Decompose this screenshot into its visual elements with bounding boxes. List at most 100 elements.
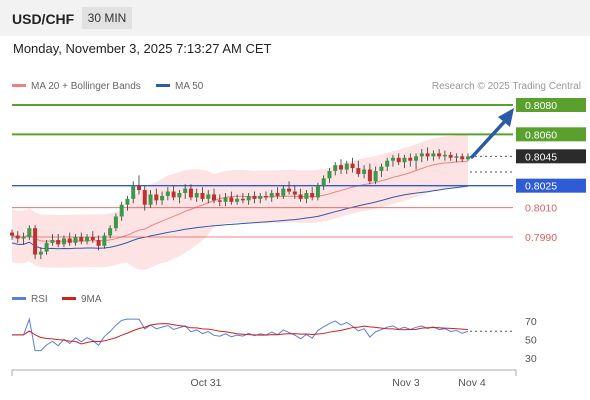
candle-body xyxy=(44,242,49,252)
candle-body xyxy=(466,156,470,160)
candle-body xyxy=(177,193,182,198)
candle-body xyxy=(85,237,90,242)
timestamp: Monday, November 3, 2025 7:13:27 AM CET xyxy=(13,41,272,56)
candle-body xyxy=(142,190,147,205)
legend-rsi: RSI xyxy=(12,294,48,305)
candle-body xyxy=(15,235,20,239)
candle-body xyxy=(33,228,38,255)
candle-body xyxy=(419,153,424,157)
level-label-0.8080: 0.8080 xyxy=(525,100,557,112)
candle-body xyxy=(67,238,72,243)
candle-body xyxy=(246,195,251,201)
candle-body xyxy=(38,251,43,255)
legend-rsi-ma-label: 9MA xyxy=(81,294,102,305)
candle-body xyxy=(61,238,66,245)
rsi-ma-swatch xyxy=(62,296,76,300)
candle-body xyxy=(240,198,245,201)
forecast-arrow-shaft xyxy=(470,118,508,159)
level-tag-0.8080 xyxy=(516,98,586,112)
candle-body xyxy=(96,239,101,246)
candle-body xyxy=(339,165,344,170)
legend-rsi-label: RSI xyxy=(31,294,48,305)
rsi-tick-50: 50 xyxy=(525,335,537,347)
rsi-swatch xyxy=(12,296,26,300)
candle-body xyxy=(437,153,442,157)
candle-body xyxy=(263,195,268,198)
candle-body xyxy=(165,191,170,196)
candle-body xyxy=(148,194,153,205)
candle-body xyxy=(258,195,263,199)
candle-body xyxy=(333,165,338,171)
candle-body xyxy=(217,200,222,202)
x-tick-nov-4: Nov 4 xyxy=(458,377,486,389)
candle-body xyxy=(442,154,447,157)
candle-body xyxy=(160,195,165,201)
candle-body xyxy=(102,235,107,246)
candle-body xyxy=(385,160,390,167)
x-tick-oct-31: Oct 31 xyxy=(191,377,222,389)
candle-body xyxy=(292,191,297,195)
candle-body xyxy=(390,157,395,161)
candle-body xyxy=(408,157,413,161)
legend-bollinger-label: MA 20 + Bollinger Bands xyxy=(31,81,141,92)
forecast-arrow-head xyxy=(498,108,514,127)
candle-body xyxy=(206,194,211,199)
candle-body xyxy=(350,163,355,169)
candle-body xyxy=(212,194,217,201)
bollinger-band-fill xyxy=(12,134,468,270)
candle-body xyxy=(183,188,188,193)
candle-body xyxy=(425,153,430,157)
candle-body xyxy=(367,169,372,182)
candle-body xyxy=(171,191,176,198)
candle-body xyxy=(194,193,199,198)
candle-body xyxy=(229,197,234,202)
candle-body xyxy=(73,237,78,243)
rsi-ma-line xyxy=(12,323,469,345)
candle-body xyxy=(200,193,205,199)
candle-body xyxy=(119,204,124,217)
legend-bollinger: MA 20 + Bollinger Bands xyxy=(12,81,141,92)
legend-ma50: MA 50 xyxy=(156,81,203,92)
candle-body xyxy=(108,228,113,236)
candle-body xyxy=(275,193,280,196)
legend-rsi-ma: 9MA xyxy=(62,294,102,305)
rsi-line xyxy=(12,317,469,352)
candle-body xyxy=(321,178,326,186)
candle-body xyxy=(327,171,332,179)
candle-body xyxy=(344,163,349,170)
candle-body xyxy=(298,194,303,199)
x-tick-nov-3: Nov 3 xyxy=(392,377,420,389)
candle-body xyxy=(27,228,32,237)
timeframe-button[interactable]: 30 MIN xyxy=(82,7,132,29)
level-tag-0.8045 xyxy=(516,149,586,164)
rsi-tick-30: 30 xyxy=(525,353,537,365)
level-label-0.7990: 0.7990 xyxy=(525,232,557,244)
candle-body xyxy=(402,157,407,163)
candle-body xyxy=(50,239,55,243)
candle-body xyxy=(125,198,130,205)
level-label-0.8025: 0.8025 xyxy=(525,181,557,193)
candle-body xyxy=(373,171,378,182)
candle-body xyxy=(396,157,401,163)
candle-body xyxy=(287,188,292,192)
candle-body xyxy=(281,188,286,196)
candle-body xyxy=(113,216,118,229)
candle-body xyxy=(10,232,14,236)
candle-body xyxy=(188,188,193,198)
symbol-title: USD/CHF xyxy=(12,11,75,27)
rsi-tick-70: 70 xyxy=(525,316,537,328)
candle-body xyxy=(304,193,309,199)
candle-body xyxy=(136,185,141,191)
candle-body xyxy=(252,195,257,199)
level-label-0.8045: 0.8045 xyxy=(525,151,557,163)
level-label-0.8060: 0.8060 xyxy=(525,129,557,141)
level-label-0.8010: 0.8010 xyxy=(525,203,557,215)
candle-body xyxy=(431,153,436,157)
candle-body xyxy=(315,185,320,198)
candle-body xyxy=(460,156,465,160)
bollinger-swatch xyxy=(12,83,26,87)
level-tag-0.8025 xyxy=(516,178,586,193)
credit-text: Research © 2025 Trading Central xyxy=(431,81,581,92)
